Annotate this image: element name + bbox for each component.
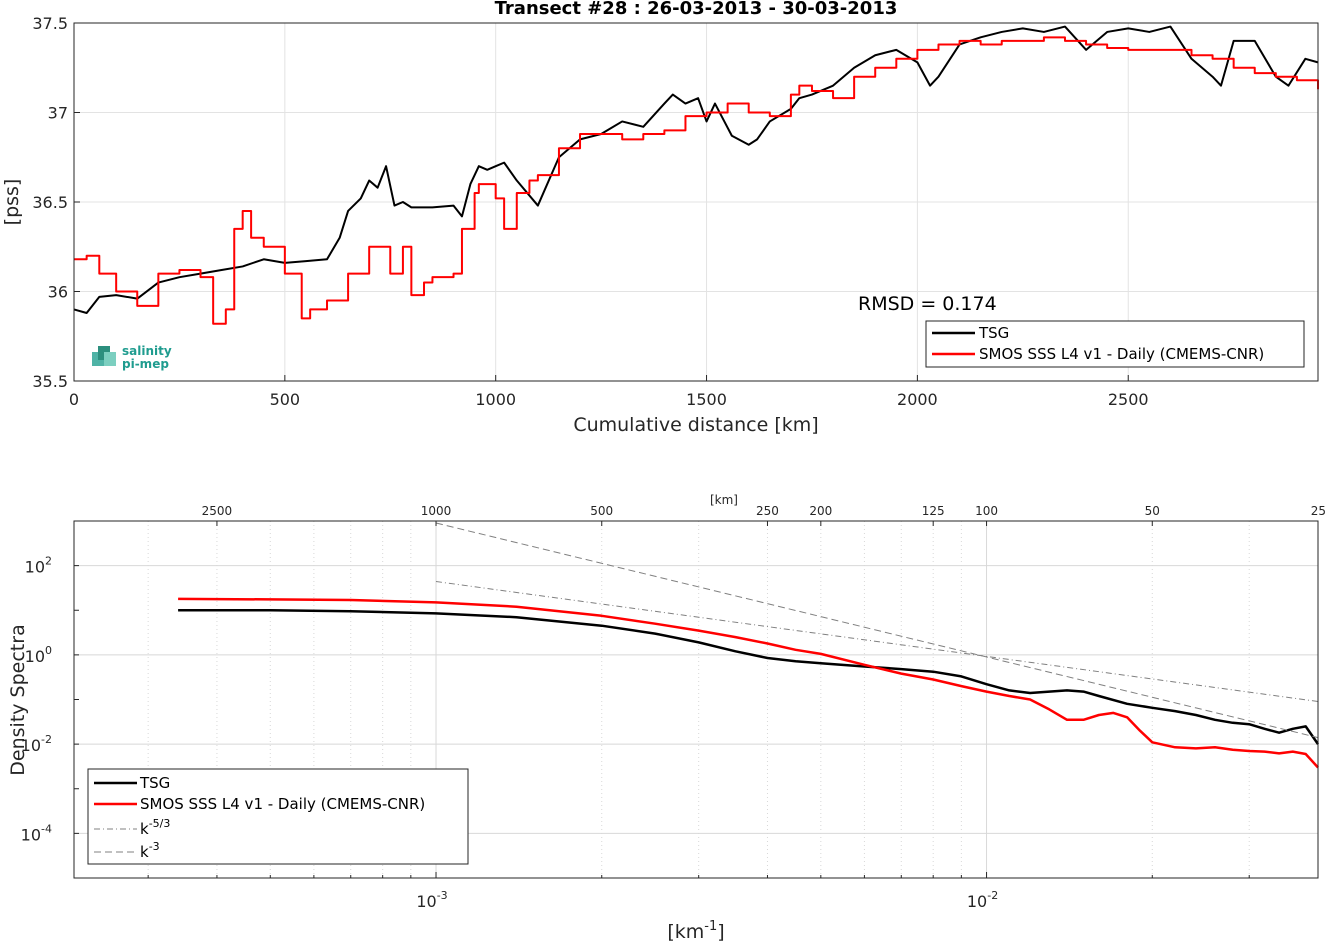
spectra-y-tick-label: 10-4 — [21, 822, 52, 844]
spectra-series-smos — [178, 597, 1319, 769]
transect-x-tick-label: 2000 — [897, 390, 938, 409]
spectra-legend-box — [87, 768, 469, 865]
logo-text-pimep: pi-mep — [122, 357, 169, 371]
transect-x-tick-label: 0 — [69, 390, 79, 409]
transect-series — [73, 25, 1319, 325]
spectra-top-tick-label: 100 — [975, 504, 998, 518]
transect-y-tick-label: 35.5 — [32, 372, 68, 391]
spectra-series — [178, 522, 1320, 769]
transect-x-tick-label: 2500 — [1108, 390, 1149, 409]
spectra-top-tick-label: 200 — [809, 504, 832, 518]
transect-y-label: [pss] — [1, 179, 23, 226]
transect-legend-box — [925, 320, 1305, 368]
spectra-top-tick-label: 250 — [756, 504, 779, 518]
transect-series-tsg — [73, 25, 1319, 314]
spectra-series-tsg — [178, 609, 1320, 745]
transect-chart: 0 500 1000 1500 2000 2500 35.5 36 36.5 37 37.5 Tra… — [1, 0, 1319, 436]
transect-y-tick-label: 37.5 — [32, 14, 68, 33]
spectra-top-axis-label: [km] — [710, 493, 738, 507]
spectra-x-tick-label: 10-3 — [416, 889, 447, 911]
spectra-legend: TSG SMOS SSS L4 v1 - Daily (CMEMS-CNR) k… — [87, 768, 469, 865]
logo-text-salinity: salinity — [122, 344, 172, 358]
salinity-pi-mep-logo: salinity pi-mep — [92, 344, 172, 371]
transect-legend-smos: SMOS SSS L4 v1 - Daily (CMEMS-CNR) — [979, 345, 1264, 363]
transect-y-tick-label: 36 — [48, 283, 68, 302]
spectra-x-label: [km-1] — [667, 919, 724, 942]
transect-y-tick-label: 37 — [48, 104, 68, 123]
spectra-top-tick-label: 1000 — [421, 504, 452, 518]
spectra-series-k3 — [435, 522, 1319, 739]
spectra-x-tick-label: 10-2 — [967, 889, 998, 911]
spectra-series-k53 — [435, 581, 1319, 702]
spectra-top-tick-label: 125 — [922, 504, 945, 518]
transect-x-tick-label: 500 — [270, 390, 301, 409]
transect-title: Transect #28 : 26-03-2013 - 30-03-2013 — [495, 0, 898, 19]
transect-legend-tsg: TSG — [978, 324, 1009, 342]
spectra-top-tick-label: 2500 — [202, 504, 233, 518]
transect-x-label: Cumulative distance [km] — [573, 414, 818, 436]
transect-ticks: 0 500 1000 1500 2000 2500 35.5 36 36.5 37 37.5 — [32, 14, 1148, 409]
logo-mark-front — [104, 352, 116, 366]
spectra-top-tick-label: 50 — [1145, 504, 1160, 518]
spectra-top-tick-label: 25 — [1311, 504, 1326, 518]
spectra-legend-tsg: TSG — [139, 774, 170, 792]
transect-x-tick-label: 1500 — [686, 390, 727, 409]
spectra-y-label: Density Spectra — [7, 624, 29, 775]
transect-y-tick-label: 36.5 — [32, 193, 68, 212]
transect-legend: TSG SMOS SSS L4 v1 - Daily (CMEMS-CNR) — [925, 320, 1305, 368]
spectra-top-tick-label: 500 — [590, 504, 613, 518]
spectra-legend-smos: SMOS SSS L4 v1 - Daily (CMEMS-CNR) — [140, 795, 425, 813]
spectra-y-tick-label: 102 — [25, 555, 52, 577]
transect-series-smos — [74, 36, 1319, 325]
rmsd-annotation: RMSD = 0.174 — [858, 293, 997, 315]
transect-x-tick-label: 1000 — [475, 390, 516, 409]
